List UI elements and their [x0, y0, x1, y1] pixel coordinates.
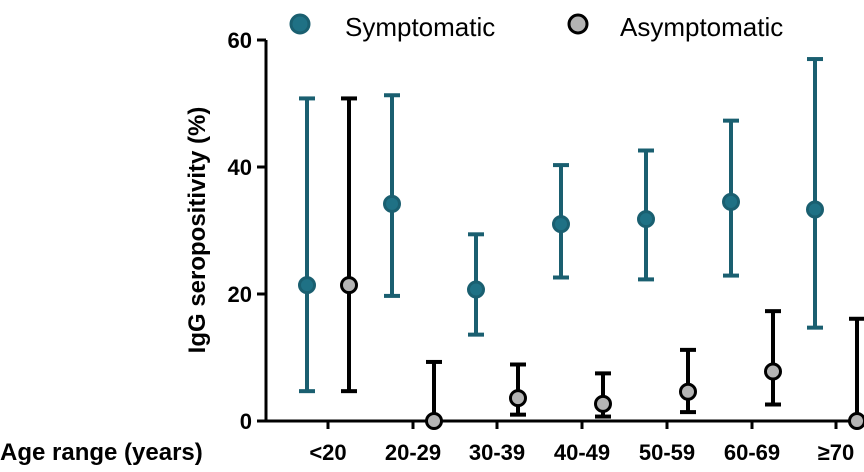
y-tick-label: 40 [228, 155, 252, 180]
x-axis-title: Age range (years) [0, 439, 203, 466]
y-axis-title: IgG seropositivity (%) [184, 107, 211, 354]
x-tick-label: 40-49 [554, 440, 610, 465]
data-point [552, 215, 570, 234]
data-point [509, 389, 527, 408]
data-point [848, 412, 864, 430]
legend-label-symptomatic: Symptomatic [345, 12, 495, 42]
series-asymptomatic [340, 96, 864, 430]
y-tick-label: 0 [240, 409, 252, 434]
y-tick-label: 60 [228, 28, 252, 53]
x-tick-label: 20-29 [385, 440, 441, 465]
x-tick-label: 60-69 [724, 440, 780, 465]
series-layer [298, 57, 864, 430]
legend: Symptomatic Asymptomatic [289, 12, 783, 42]
data-point [594, 394, 612, 413]
legend-marker-symptomatic [289, 13, 311, 35]
x-tick-label: <20 [309, 440, 346, 465]
x-tick-label: 30-39 [469, 440, 525, 465]
legend-label-asymptomatic: Asymptomatic [620, 12, 783, 42]
data-point [764, 362, 782, 381]
x-tick-label: ≥70 [818, 440, 855, 465]
data-point [298, 276, 316, 295]
data-point [637, 210, 655, 229]
x-axis: <20 20-29 30-39 40-49 50-59 60-69 ≥70 [266, 419, 858, 465]
legend-marker-asymptomatic [567, 13, 589, 35]
x-tick-label: 50-59 [639, 440, 695, 465]
data-point [806, 200, 824, 219]
data-point [383, 194, 401, 213]
data-point [340, 276, 358, 295]
data-point [722, 192, 740, 211]
y-axis: 0 20 40 60 [228, 28, 268, 434]
y-tick-label: 20 [228, 282, 252, 307]
data-point [467, 280, 485, 299]
series-symptomatic [298, 57, 824, 394]
data-point [679, 382, 697, 401]
data-point [425, 412, 443, 430]
